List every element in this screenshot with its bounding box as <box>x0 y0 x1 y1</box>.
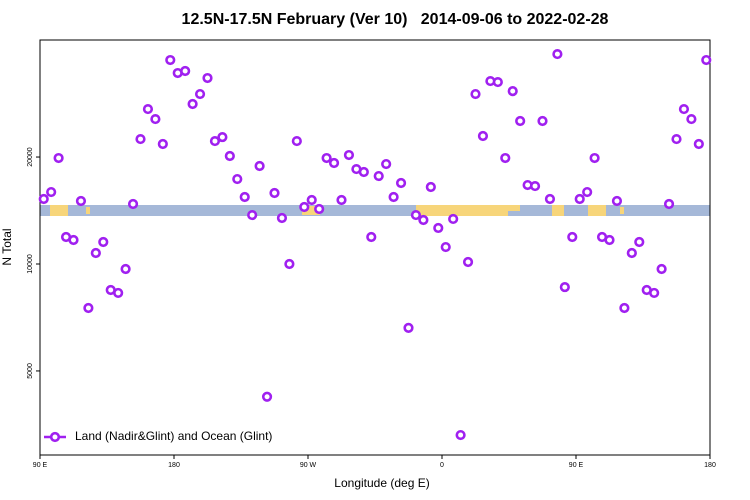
point <box>559 281 570 293</box>
point <box>403 322 414 333</box>
point <box>686 113 697 125</box>
point <box>217 131 228 143</box>
point <box>261 391 273 402</box>
point <box>604 234 615 246</box>
point <box>46 186 57 198</box>
point <box>515 115 526 127</box>
x-axis-label: Longitude (deg E) <box>334 476 429 490</box>
point <box>299 201 310 213</box>
point <box>254 160 265 172</box>
point <box>314 203 325 215</box>
point <box>75 195 87 207</box>
point <box>291 135 302 147</box>
point <box>395 177 407 189</box>
legend-marker <box>49 431 61 443</box>
point <box>477 130 489 142</box>
point <box>567 231 578 243</box>
point <box>410 209 422 221</box>
point <box>634 236 645 248</box>
point <box>366 231 377 243</box>
point <box>202 72 213 84</box>
point <box>343 149 355 161</box>
point <box>53 152 64 164</box>
point <box>537 115 548 127</box>
point <box>574 193 585 205</box>
point <box>433 222 444 234</box>
point <box>239 191 250 203</box>
point <box>470 88 481 100</box>
point <box>358 166 369 178</box>
point <box>552 48 563 60</box>
point <box>224 150 235 162</box>
point <box>663 198 675 210</box>
point <box>388 191 399 203</box>
map-strip <box>40 205 710 216</box>
point <box>336 194 347 206</box>
point <box>418 214 429 226</box>
point <box>611 195 623 207</box>
point <box>626 247 637 259</box>
point <box>269 187 280 199</box>
point <box>589 152 600 164</box>
point <box>440 241 451 253</box>
x-tick-label: 180 <box>704 462 716 469</box>
legend-label: Land (Nadir&Glint) and Ocean (Glint) <box>75 429 272 443</box>
point <box>157 138 168 150</box>
point <box>247 209 258 221</box>
point <box>701 54 712 66</box>
point <box>120 263 131 275</box>
y-tick-label: 20000 <box>27 147 34 167</box>
x-tick-label: 90 E <box>33 462 48 469</box>
point <box>209 135 221 147</box>
point <box>425 181 436 193</box>
point <box>649 287 660 299</box>
point <box>693 138 704 150</box>
chart-title: 12.5N-17.5N February (Ver 10) 2014-09-06… <box>182 11 609 28</box>
point <box>90 247 101 259</box>
point <box>194 88 206 100</box>
point <box>671 133 682 145</box>
point <box>321 152 332 164</box>
point <box>544 193 556 205</box>
point <box>507 86 518 97</box>
point <box>619 302 630 314</box>
point <box>187 98 198 110</box>
point <box>582 186 593 198</box>
point <box>381 158 392 170</box>
plot-frame <box>39 39 711 456</box>
point <box>83 302 94 314</box>
x-tick-label: 0 <box>440 462 444 469</box>
point <box>98 236 109 248</box>
point <box>142 103 154 115</box>
x-tick-label: 180 <box>168 462 180 469</box>
point <box>462 256 474 268</box>
point <box>276 212 288 224</box>
point <box>135 133 146 145</box>
point <box>150 113 161 125</box>
point <box>373 170 384 182</box>
point <box>113 287 124 299</box>
point <box>180 65 191 77</box>
point <box>38 193 49 205</box>
point <box>492 76 503 88</box>
y-tick-label: 10000 <box>27 254 34 274</box>
x-tick-label: 90 E <box>569 462 584 469</box>
point <box>306 194 317 206</box>
y-tick-label: 5000 <box>27 363 34 379</box>
point <box>529 180 541 192</box>
point <box>232 173 243 185</box>
point <box>455 429 466 441</box>
x-tick-label: 90 W <box>300 462 317 469</box>
point <box>448 213 459 225</box>
point <box>656 263 667 275</box>
point <box>165 54 176 66</box>
y-axis-label: N Total <box>0 228 14 265</box>
point <box>500 152 511 164</box>
point <box>127 198 139 210</box>
point <box>68 234 79 246</box>
point <box>678 103 690 115</box>
point <box>284 258 295 270</box>
point <box>328 157 340 169</box>
